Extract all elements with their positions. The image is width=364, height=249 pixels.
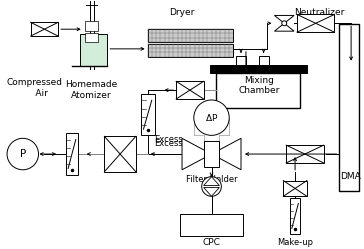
Bar (176, 81, 203, 99)
Bar (148, 44, 233, 57)
Circle shape (282, 21, 287, 26)
Text: Homemade
Atomizer: Homemade Atomizer (66, 80, 118, 100)
Text: CPC: CPC (203, 238, 221, 247)
Text: Excess: Excess (154, 135, 183, 144)
Polygon shape (274, 15, 294, 23)
Bar (148, 29, 233, 42)
Bar (203, 141, 219, 167)
Text: Neutralizer: Neutralizer (294, 7, 345, 17)
Bar (339, 24, 359, 191)
Bar (297, 14, 335, 32)
Text: P: P (20, 149, 26, 159)
Polygon shape (211, 138, 241, 170)
Text: $\Delta$P: $\Delta$P (205, 112, 218, 123)
Bar (85, 33, 99, 42)
Text: Excess: Excess (154, 139, 183, 148)
Bar (104, 136, 136, 172)
Bar (286, 145, 324, 163)
Bar (283, 181, 307, 196)
Bar (85, 21, 99, 31)
Text: Filter Holder: Filter Holder (186, 175, 237, 184)
Bar (31, 22, 58, 36)
Bar (290, 198, 301, 234)
Circle shape (202, 177, 221, 196)
Bar (259, 56, 269, 64)
Bar (217, 73, 300, 108)
Text: Make-up: Make-up (277, 238, 313, 247)
Bar (141, 94, 154, 135)
Polygon shape (182, 138, 211, 170)
Circle shape (194, 100, 229, 135)
Text: Dryer: Dryer (169, 7, 195, 17)
Bar (66, 133, 78, 175)
Polygon shape (203, 187, 219, 196)
Polygon shape (274, 23, 294, 31)
Text: Mixing
Chamber: Mixing Chamber (238, 75, 280, 95)
Circle shape (7, 138, 39, 170)
Text: Compressed
     Air: Compressed Air (7, 78, 63, 98)
Bar (210, 64, 307, 73)
Bar (180, 214, 243, 236)
Bar (236, 56, 246, 64)
Text: DMA: DMA (340, 172, 361, 181)
Polygon shape (203, 177, 219, 186)
Bar (80, 34, 107, 65)
